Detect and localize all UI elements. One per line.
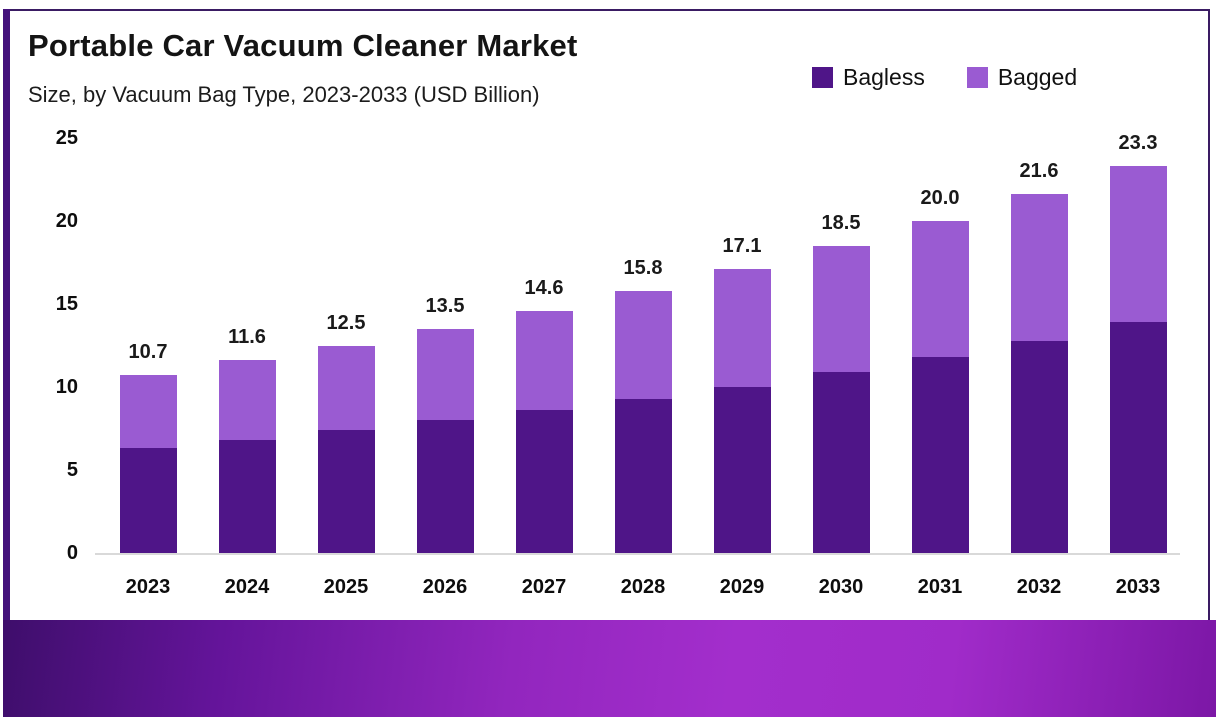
page-subtitle: Size, by Vacuum Bag Type, 2023-2033 (USD… — [28, 82, 540, 107]
bar-segment-bagged-2032 — [1010, 194, 1068, 341]
legend-swatch-bagged — [966, 67, 988, 88]
legend-swatch-bagless — [812, 67, 833, 88]
bar-segment-bagged-2025 — [317, 345, 375, 431]
x-tick-2024: 2024 — [224, 576, 270, 598]
x-tick-2026: 2026 — [422, 576, 468, 598]
bar-segment-bagless-2031 — [911, 357, 969, 553]
bar-total-label-2027: 14.6 — [524, 276, 564, 299]
bar-segment-bagged-2031 — [911, 221, 969, 358]
bar-segment-bagged-2023 — [119, 375, 177, 449]
bar-segment-bagged-2033 — [1109, 166, 1167, 323]
bar-segment-bagless-2029 — [713, 387, 771, 553]
y-tick-0: 0 — [66, 542, 78, 564]
y-tick-25: 25 — [55, 127, 78, 149]
bar-total-label-2030: 18.5 — [821, 211, 861, 234]
y-tick-15: 15 — [55, 293, 78, 315]
x-tick-2028: 2028 — [620, 576, 666, 598]
bar-total-label-2029: 17.1 — [722, 235, 762, 258]
bar-segment-bagged-2024 — [218, 360, 276, 441]
bar-segment-bagless-2026 — [416, 420, 474, 553]
legend-item-bagged: Bagged — [966, 64, 1078, 91]
page-title: Portable Car Vacuum Cleaner Market — [28, 28, 578, 63]
bottom-banner: The Market will Grow At the CAGR of: 8.1… — [3, 620, 1216, 717]
x-tick-2030: 2030 — [818, 576, 864, 598]
legend-item-bagless: Bagless — [812, 64, 925, 91]
legend: Bagless Bagged — [812, 64, 1077, 91]
chart-card — [3, 9, 1210, 624]
bar-segment-bagged-2029 — [713, 269, 771, 387]
legend-label-bagless: Bagless — [843, 64, 925, 90]
y-tick-20: 20 — [55, 210, 78, 232]
bar-total-label-2023: 10.7 — [128, 341, 168, 364]
bar-segment-bagged-2027 — [515, 310, 573, 411]
bar-segment-bagless-2028 — [614, 398, 672, 553]
bar-segment-bagless-2024 — [218, 440, 276, 553]
bar-segment-bagless-2030 — [812, 372, 870, 553]
x-tick-2025: 2025 — [323, 576, 369, 598]
bar-segment-bagless-2032 — [1010, 340, 1068, 553]
bar-total-label-2024: 11.6 — [228, 326, 266, 349]
bar-segment-bagged-2028 — [614, 290, 672, 399]
bar-total-label-2032: 21.6 — [1019, 160, 1059, 183]
x-tick-2027: 2027 — [521, 576, 567, 598]
bar-segment-bagged-2026 — [416, 328, 474, 421]
bar-segment-bagged-2030 — [812, 245, 870, 373]
bar-total-label-2033: 23.3 — [1118, 132, 1158, 155]
bar-segment-bagless-2023 — [119, 448, 177, 553]
bar-total-label-2028: 15.8 — [623, 256, 663, 279]
bar-total-label-2031: 20.0 — [920, 187, 960, 209]
x-tick-2031: 2031 — [917, 576, 963, 598]
x-tick-2032: 2032 — [1016, 576, 1062, 598]
x-axis-line — [95, 553, 1180, 555]
left-accent-stripe — [3, 9, 10, 717]
x-tick-2033: 2033 — [1115, 576, 1161, 598]
bar-segment-bagless-2025 — [317, 430, 375, 553]
bar-segment-bagless-2033 — [1109, 322, 1167, 553]
y-tick-10: 10 — [55, 376, 78, 398]
y-tick-5: 5 — [66, 459, 78, 481]
bar-total-label-2026: 13.5 — [425, 294, 465, 317]
x-tick-2029: 2029 — [719, 576, 765, 598]
bar-segment-bagless-2027 — [515, 410, 573, 553]
x-tick-2023: 2023 — [125, 576, 171, 598]
legend-label-bagged: Bagged — [997, 64, 1078, 90]
bar-total-label-2025: 12.5 — [326, 311, 366, 334]
